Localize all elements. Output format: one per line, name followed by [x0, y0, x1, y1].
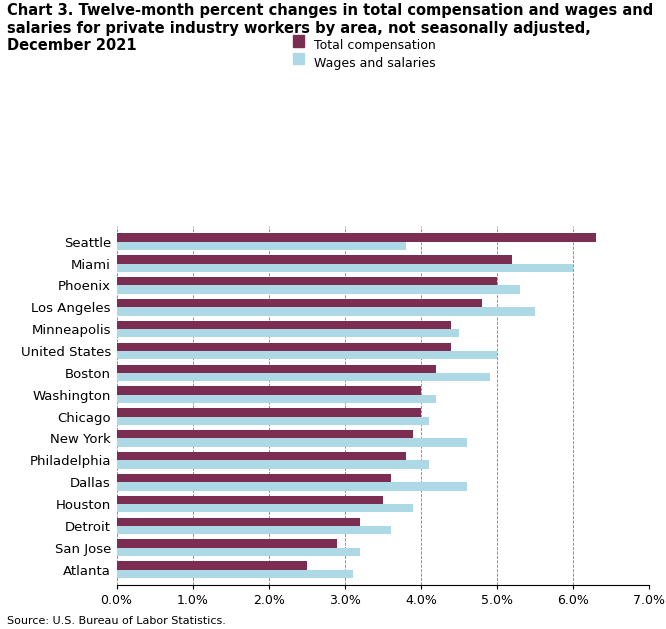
- Text: Chart 3. Twelve-month percent changes in total compensation and wages and: Chart 3. Twelve-month percent changes in…: [7, 3, 653, 18]
- Bar: [117, 452, 406, 460]
- Bar: [117, 308, 535, 316]
- Bar: [117, 548, 360, 556]
- Bar: [117, 343, 452, 351]
- Bar: [117, 351, 497, 359]
- Bar: [117, 365, 436, 373]
- Bar: [117, 504, 414, 513]
- Bar: [117, 277, 497, 286]
- Bar: [117, 329, 459, 338]
- Bar: [117, 460, 429, 469]
- Bar: [117, 233, 596, 242]
- Text: December 2021: December 2021: [7, 38, 137, 53]
- Bar: [117, 430, 414, 438]
- Bar: [117, 474, 390, 482]
- Text: Source: U.S. Bureau of Labor Statistics.: Source: U.S. Bureau of Labor Statistics.: [7, 616, 226, 626]
- Bar: [117, 242, 406, 250]
- Bar: [117, 373, 490, 381]
- Bar: [117, 570, 352, 578]
- Bar: [117, 526, 390, 534]
- Bar: [117, 518, 360, 526]
- Bar: [117, 482, 467, 491]
- Bar: [117, 255, 512, 264]
- Bar: [117, 395, 436, 403]
- Bar: [117, 386, 421, 395]
- Text: salaries for private industry workers by area, not seasonally adjusted,: salaries for private industry workers by…: [7, 21, 591, 36]
- Bar: [117, 286, 520, 294]
- Text: Wages and salaries: Wages and salaries: [314, 57, 436, 70]
- Bar: [117, 416, 429, 425]
- Bar: [117, 540, 337, 548]
- Bar: [117, 408, 421, 416]
- Bar: [117, 299, 482, 308]
- Bar: [117, 321, 452, 329]
- Bar: [117, 561, 307, 570]
- Bar: [117, 438, 467, 447]
- Bar: [117, 496, 383, 504]
- Text: Total compensation: Total compensation: [314, 39, 436, 52]
- Bar: [117, 264, 573, 272]
